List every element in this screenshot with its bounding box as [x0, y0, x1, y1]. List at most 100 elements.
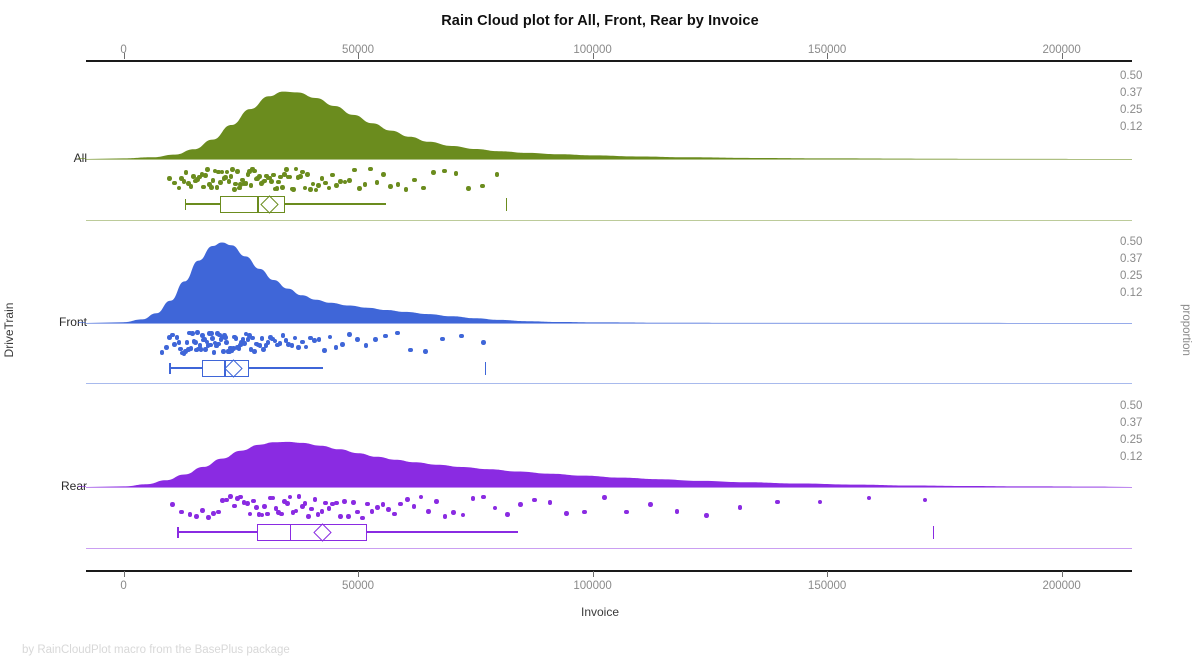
- rain-dot: [268, 334, 273, 340]
- rain-dot: [252, 349, 257, 354]
- rain-dot: [246, 168, 252, 174]
- rain-dot: [247, 511, 253, 517]
- rain-dot: [312, 497, 318, 502]
- rain-dot: [386, 507, 391, 513]
- rain-dot: [392, 511, 397, 517]
- rain-dot: [273, 506, 279, 511]
- rain-dot: [922, 497, 928, 503]
- rain-dot: [270, 336, 275, 342]
- rain-dot: [170, 332, 175, 338]
- boxplot-whisker-high: [249, 367, 323, 369]
- rain-dot: [271, 172, 276, 178]
- rain-dot: [238, 342, 243, 348]
- rain-dot: [289, 342, 295, 348]
- top-axis-tick: [123, 53, 125, 59]
- category-label-rear: Rear: [60, 479, 87, 493]
- rain-dot: [269, 178, 275, 184]
- rain-dot: [188, 346, 194, 352]
- rain-dot: [292, 335, 298, 341]
- rain-dot: [287, 174, 293, 180]
- rain-dot: [355, 336, 360, 342]
- rain-dot: [278, 174, 283, 180]
- proportion-tick-label: 0.12: [1120, 121, 1143, 133]
- rain-dot: [283, 166, 289, 172]
- panel-baseline: [86, 323, 1132, 325]
- rain-dot: [159, 350, 165, 355]
- rain-dot: [624, 509, 629, 515]
- top-axis-tick-label: 200000: [1042, 44, 1081, 56]
- rain-dot: [207, 330, 212, 336]
- rain-dot: [224, 169, 230, 175]
- bottom-axis-tick-label: 200000: [1042, 580, 1081, 592]
- rain-dot: [167, 176, 172, 181]
- footnote: by RainCloudPlot macro from the BasePlus…: [22, 644, 290, 656]
- rain-dot: [208, 185, 214, 190]
- rain-dot: [411, 504, 417, 509]
- rain-dot: [187, 330, 192, 336]
- proportion-tick-label: 0.50: [1120, 70, 1143, 82]
- rain-dot: [239, 339, 245, 345]
- category-label-front: Front: [58, 315, 87, 329]
- panel-separator: [86, 548, 1132, 550]
- rain-dot: [313, 187, 319, 193]
- rain-dot: [186, 181, 192, 187]
- rain-dot: [312, 338, 317, 343]
- rain-dot: [442, 514, 448, 519]
- bottom-axis-tick: [592, 571, 594, 577]
- rain-dot: [237, 185, 242, 191]
- rain-dot: [270, 495, 276, 501]
- rain-dot: [220, 498, 225, 504]
- rain-dot: [280, 185, 285, 191]
- rain-dot: [310, 181, 316, 187]
- rain-dot: [209, 330, 214, 336]
- rain-dot: [243, 181, 249, 186]
- rain-dot: [192, 340, 198, 345]
- rain-dot: [233, 181, 238, 187]
- rain-dot: [303, 344, 309, 350]
- rain-dot: [241, 500, 247, 505]
- rain-dot: [242, 341, 247, 346]
- rain-dot: [362, 182, 368, 187]
- rain-dot: [460, 512, 466, 518]
- bottom-axis-line: [86, 570, 1132, 572]
- rain-dot: [219, 335, 225, 340]
- rain-dot: [235, 168, 240, 174]
- rain-dot: [206, 515, 211, 520]
- rain-dot: [395, 182, 401, 187]
- boxplot-whisker-cap-low: [184, 198, 186, 210]
- rain-dot: [412, 177, 417, 183]
- rain-dot: [431, 170, 436, 176]
- bottom-axis-tick-label: 150000: [807, 580, 847, 592]
- rain-dot: [272, 338, 278, 344]
- rain-dot: [214, 185, 220, 190]
- proportion-tick-label: 0.25: [1120, 270, 1143, 282]
- rain-dot: [286, 342, 291, 347]
- rain-dot: [582, 509, 587, 515]
- top-axis-tick: [592, 53, 594, 59]
- rain-dot: [265, 340, 271, 345]
- rain-dot: [224, 339, 229, 345]
- rain-dot: [223, 175, 229, 180]
- proportion-tick-label: 0.25: [1120, 104, 1143, 116]
- x-axis-title: Invoice: [580, 605, 620, 619]
- boxplot-median-line: [257, 195, 259, 213]
- rain-dot: [453, 170, 459, 176]
- rain-dot: [333, 345, 339, 350]
- rain-dot: [459, 333, 464, 339]
- rain-dot: [434, 498, 439, 504]
- boxplot-outlier-marker: [505, 197, 508, 211]
- rain-dot: [374, 180, 380, 186]
- rain-dot: [176, 185, 182, 191]
- rain-dot: [504, 511, 510, 517]
- rain-dot: [346, 514, 351, 519]
- proportion-tick-label: 0.12: [1120, 451, 1143, 463]
- rain-dot: [205, 167, 210, 172]
- rain-dot: [352, 167, 357, 173]
- rain-dot: [205, 342, 211, 348]
- boxplot-median-line: [290, 523, 292, 541]
- rain-dot: [316, 183, 321, 188]
- rain-dot: [231, 503, 237, 509]
- rain-dot: [250, 335, 255, 341]
- rain-dot: [216, 341, 222, 347]
